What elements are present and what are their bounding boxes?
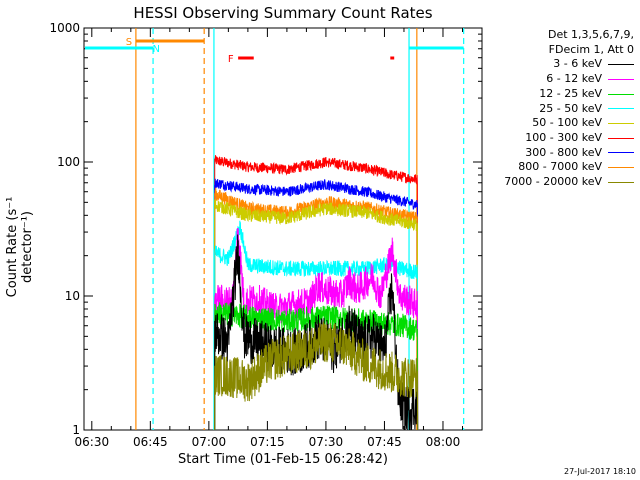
series-line-0: [214, 155, 419, 431]
series-line-5: [214, 227, 419, 431]
legend-item: 6 - 12 keV: [484, 72, 634, 87]
y-axis-label: Count Rate (s⁻¹ detector⁻¹): [5, 196, 35, 298]
flag-label: S: [126, 37, 132, 48]
series-line-4: [214, 220, 419, 431]
legend-swatch: [608, 137, 634, 139]
legend-swatch: [608, 167, 634, 169]
legend-swatch: [608, 64, 634, 66]
legend-swatch: [608, 78, 634, 80]
y-tick-label: 10: [65, 289, 80, 303]
legend-swatch: [608, 93, 634, 95]
chart-title: HESSI Observing Summary Count Rates: [133, 4, 433, 22]
legend-item: 25 - 50 keV: [484, 102, 634, 117]
legend-label: 7000 - 20000 keV: [504, 175, 602, 189]
series-line-3: [214, 199, 419, 431]
legend-swatch: [608, 108, 634, 110]
flag-label: N: [152, 44, 159, 55]
legend-label: 100 - 300 keV: [525, 130, 602, 144]
legend-item: 7000 - 20000 keV: [484, 175, 634, 190]
legend-swatch: [608, 152, 634, 154]
legend-label: 50 - 100 keV: [532, 116, 602, 130]
x-tick-label: 06:45: [133, 435, 168, 449]
legend-header-2: FDecim 1, Att 0: [548, 42, 634, 56]
plot-frame: [83, 27, 483, 431]
legend-item: 800 - 7000 keV: [484, 160, 634, 175]
series-line-8: [214, 321, 419, 431]
x-tick-label: 06:30: [75, 435, 110, 449]
x-tick-label: 07:30: [309, 435, 344, 449]
legend-item: 12 - 25 keV: [484, 87, 634, 102]
x-tick-label: 07:15: [250, 435, 285, 449]
legend: Det 1,3,5,6,7,9, FDecim 1, Att 0 3 - 6 k…: [484, 28, 634, 190]
x-tick-label: 08:00: [426, 435, 461, 449]
legend-header-1: Det 1,3,5,6,7,9,: [547, 28, 634, 41]
x-tick-label: 07:00: [192, 435, 227, 449]
legend-label: 25 - 50 keV: [539, 101, 602, 115]
y-tick-label: 100: [57, 155, 80, 169]
y-tick-label: 1000: [49, 21, 80, 35]
flag-label: F: [228, 54, 234, 65]
legend-label: 6 - 12 keV: [546, 72, 602, 86]
legend-label: 12 - 25 keV: [539, 86, 602, 100]
x-axis-label: Start Time (01-Feb-15 06:28:42): [178, 452, 388, 467]
legend-item: 100 - 300 keV: [484, 131, 634, 146]
legend-label: 3 - 6 keV: [553, 57, 602, 71]
generation-timestamp: 27-Jul-2017 18:10: [563, 467, 636, 476]
legend-label: 800 - 7000 keV: [518, 160, 602, 174]
legend-item: 3 - 6 keV: [484, 57, 634, 72]
legend-item: 300 - 800 keV: [484, 146, 634, 161]
legend-swatch: [608, 181, 634, 183]
legend-item: 50 - 100 keV: [484, 116, 634, 131]
y-tick-label: 1: [72, 423, 80, 437]
legend-swatch: [608, 123, 634, 125]
series-line-7: [214, 234, 419, 431]
legend-label: 300 - 800 keV: [525, 145, 602, 159]
series-line-1: [214, 178, 419, 431]
x-tick-label: 07:45: [367, 435, 402, 449]
